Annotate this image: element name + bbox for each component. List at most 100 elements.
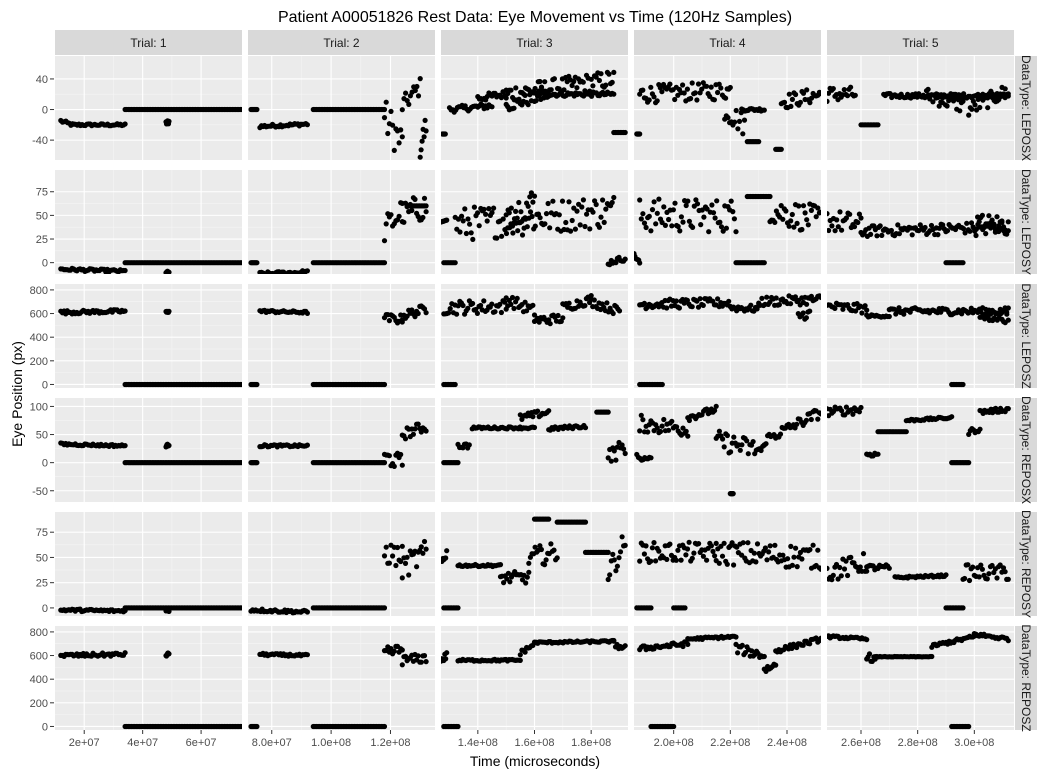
data-point — [657, 85, 663, 91]
data-point — [685, 433, 691, 439]
data-point — [637, 428, 643, 434]
panel-background — [55, 512, 242, 616]
data-point — [818, 294, 821, 300]
data-point — [582, 223, 588, 230]
data-point — [443, 555, 449, 561]
data-point — [764, 557, 770, 563]
panel-LEPOSY-trial-1 — [55, 170, 242, 274]
facet-panels: Trial: 1 Trial: 2 Trial: 3 Trial: 4 Trial: 5… — [30, 30, 1037, 749]
data-point — [949, 414, 955, 420]
data-point — [678, 557, 684, 563]
data-point — [983, 94, 989, 100]
data-point — [556, 212, 562, 218]
y-tick-label: 0 — [42, 105, 48, 117]
data-point — [596, 224, 603, 230]
data-point — [531, 193, 538, 199]
data-point — [601, 219, 607, 225]
data-point — [866, 651, 873, 657]
data-point — [489, 104, 495, 110]
data-point — [744, 438, 750, 444]
data-point — [605, 409, 611, 415]
panel-REPOSZ-trial-1 — [55, 626, 242, 730]
x-tick-label: 1.6e+08 — [514, 737, 554, 749]
data-point — [807, 308, 813, 314]
data-points — [248, 643, 429, 730]
data-point — [993, 405, 999, 411]
data-point — [304, 122, 310, 128]
data-point — [399, 575, 405, 581]
data-point — [415, 310, 421, 317]
data-point — [839, 227, 845, 233]
data-point — [909, 232, 915, 238]
data-point — [847, 211, 853, 217]
data-point — [598, 214, 604, 220]
data-point — [929, 653, 935, 660]
data-point — [525, 102, 531, 108]
data-point — [566, 300, 572, 306]
data-point — [254, 106, 260, 113]
data-point — [399, 543, 405, 549]
data-point — [864, 637, 870, 643]
data-point — [735, 126, 741, 132]
x-tick-label: 6e+07 — [186, 737, 217, 749]
data-point — [966, 723, 972, 730]
data-point — [417, 76, 423, 82]
data-point — [515, 228, 521, 234]
facet-strip-label: DataType: REPOSY — [1019, 510, 1033, 618]
data-point — [734, 544, 740, 550]
data-point — [166, 308, 172, 314]
data-point — [843, 558, 849, 564]
data-point — [837, 209, 843, 215]
data-point — [922, 95, 928, 101]
data-point — [603, 82, 609, 88]
data-point — [508, 205, 514, 211]
panel-background — [55, 284, 242, 388]
data-point — [508, 87, 514, 93]
data-point — [547, 321, 553, 327]
data-point — [736, 118, 743, 124]
data-point — [648, 605, 654, 611]
panel-REPOSY-trial-2 — [248, 512, 435, 616]
data-point — [524, 574, 530, 580]
data-point — [724, 432, 731, 439]
data-point — [476, 223, 482, 229]
data-point — [648, 455, 654, 461]
data-point — [418, 147, 424, 153]
data-point — [944, 228, 951, 234]
x-tick-label: 8.0e+07 — [252, 737, 292, 749]
data-point — [848, 84, 854, 90]
data-point — [505, 225, 511, 231]
data-point — [1005, 576, 1011, 582]
data-point — [751, 550, 757, 556]
data-point — [304, 310, 310, 316]
data-point — [810, 542, 816, 548]
data-point — [764, 294, 770, 300]
panel-REPOSX-trial-4 — [634, 398, 821, 502]
data-point — [718, 224, 725, 230]
data-point — [239, 106, 242, 113]
data-point — [239, 381, 242, 388]
data-point — [708, 84, 714, 90]
data-point — [470, 300, 476, 307]
data-point — [758, 447, 764, 454]
data-point — [680, 643, 686, 650]
data-point — [381, 723, 388, 730]
data-point — [460, 302, 466, 309]
data-point — [1002, 569, 1008, 575]
data-point — [713, 540, 719, 547]
data-point — [690, 224, 696, 230]
data-point — [444, 217, 450, 223]
data-point — [641, 220, 648, 226]
data-point — [827, 211, 830, 217]
data-point — [680, 425, 686, 431]
data-point — [731, 216, 738, 222]
data-point — [398, 127, 404, 133]
data-point — [381, 460, 388, 466]
data-point — [526, 560, 532, 566]
data-point — [835, 576, 841, 582]
data-point — [741, 117, 748, 123]
data-point — [788, 103, 794, 109]
data-point — [506, 210, 512, 216]
data-point — [676, 305, 683, 311]
data-point — [731, 434, 737, 440]
